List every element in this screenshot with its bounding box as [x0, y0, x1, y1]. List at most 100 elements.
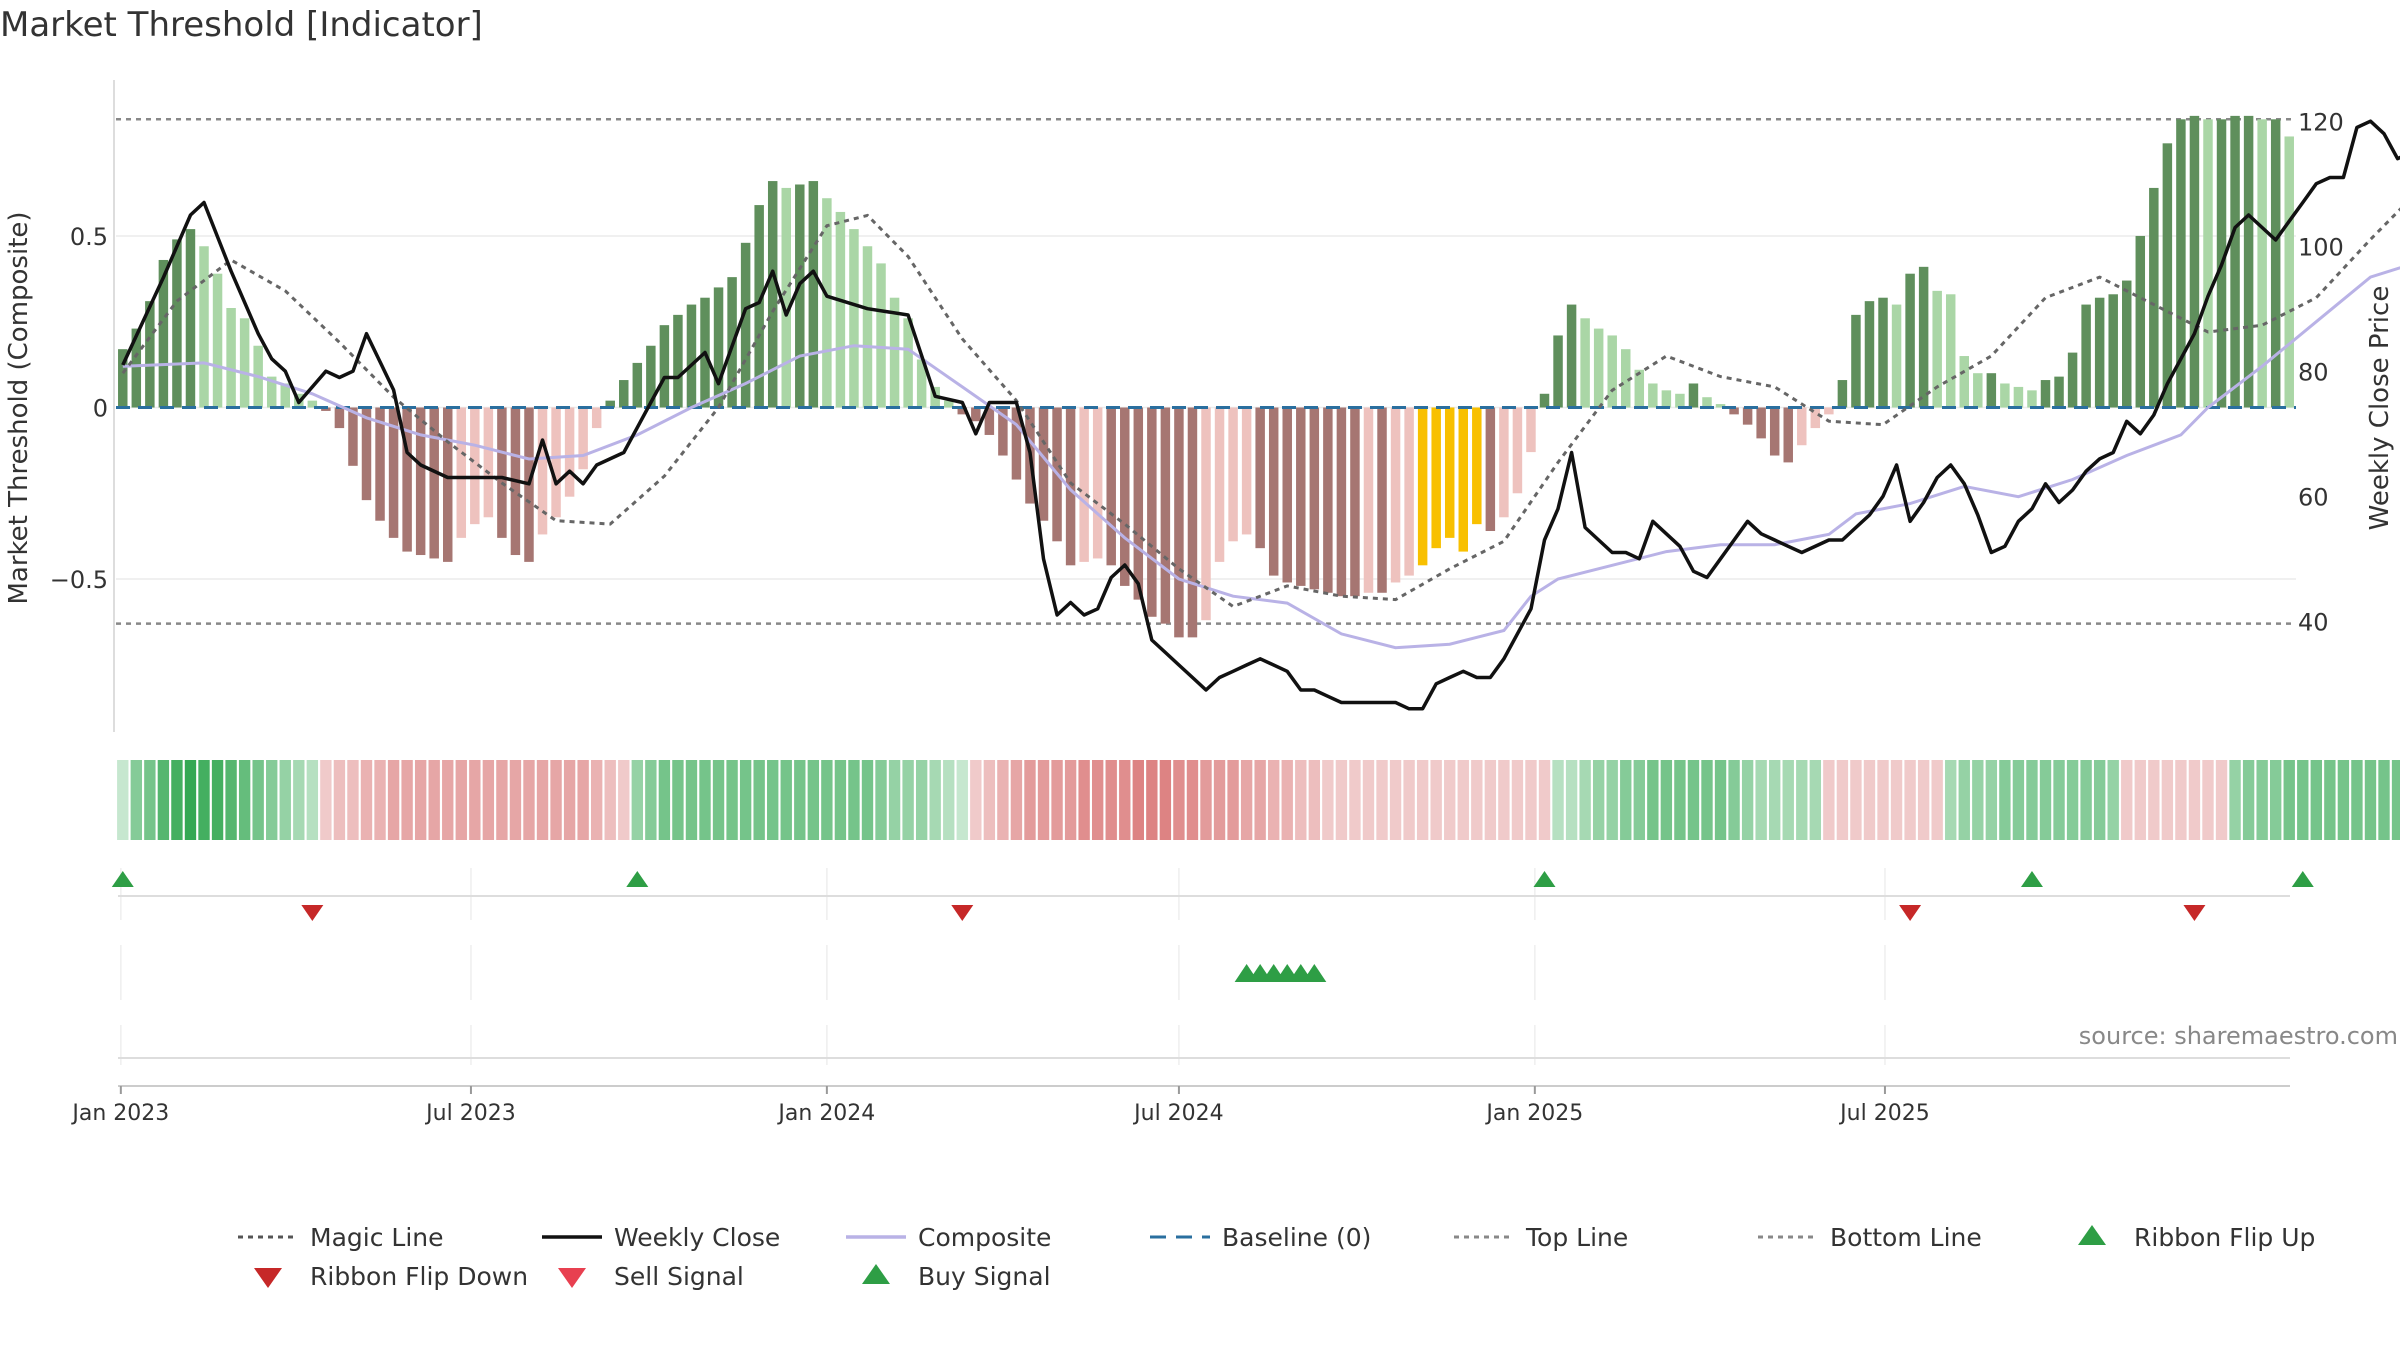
ribbon-cell [2107, 760, 2119, 840]
histogram-bar [849, 229, 859, 408]
histogram-bar [1932, 290, 1942, 408]
histogram-bar [1485, 407, 1496, 532]
legend-swatch [2078, 1225, 2106, 1245]
histogram-bar [118, 349, 128, 408]
ribbon-cell [1349, 760, 1361, 840]
histogram-bar [984, 407, 995, 435]
x-tick-label: Jul 2024 [1132, 1101, 1224, 1126]
ribbon-cell [1741, 760, 1754, 840]
histogram-bar [1918, 266, 1929, 408]
ribbon-cell [1078, 760, 1090, 840]
ribbon-cell [198, 760, 210, 840]
ribbon-cell [1823, 760, 1835, 840]
histogram-bar [1268, 407, 1279, 576]
histogram-bar [212, 273, 223, 408]
buy-signal-marker [1302, 964, 1327, 982]
histogram-bar [1092, 407, 1103, 559]
ribbon-cell [712, 760, 725, 840]
ribbon-cell [469, 760, 481, 840]
ribbon-cell [1633, 760, 1645, 840]
ribbon-cell [144, 760, 156, 840]
ribbon-flip-up-marker [626, 871, 649, 887]
histogram-bar [172, 239, 182, 408]
ribbon-cell [929, 760, 941, 840]
ribbon-cell [550, 760, 562, 840]
histogram-bar [632, 362, 643, 408]
histogram-bar [2067, 352, 2078, 408]
histogram-bar [1458, 407, 1469, 552]
ribbon-cell [1687, 760, 1700, 840]
ribbon-cell [2161, 760, 2174, 840]
ribbon-flip-down-marker [2183, 905, 2206, 921]
ribbon-cell [1051, 760, 1063, 840]
histogram-bar [1837, 380, 1848, 408]
x-axis: Jan 2023 Jul 2023 Jan 2024 Jul 2024 Jan 2025… [70, 1085, 2290, 1126]
histogram-bar [2257, 119, 2267, 408]
ribbon-cell [2026, 760, 2038, 840]
ribbon-cell [225, 760, 237, 840]
ribbon-cell [1037, 760, 1050, 840]
histogram-bar [470, 407, 480, 525]
ribbon-cell [2066, 760, 2079, 840]
x-tick-label: Jan 2025 [1484, 1101, 1583, 1126]
histogram-bar [2081, 304, 2091, 408]
ribbon-cell [252, 760, 264, 840]
ribbon-cell [157, 760, 170, 840]
ribbon-cell [767, 760, 779, 840]
ribbon-cell [536, 760, 549, 840]
x-tick-label: Jan 2024 [776, 1101, 875, 1126]
signal-rows [111, 868, 2314, 1065]
ribbon-cell [1105, 760, 1117, 840]
ribbon-cell [2080, 760, 2092, 840]
ribbon-cell [1538, 760, 1551, 840]
histogram-bar [1228, 407, 1238, 542]
legend-label: Composite [918, 1223, 1051, 1252]
histogram-bar [1648, 383, 1658, 408]
histogram-bar [876, 263, 886, 408]
ribbon-cell [266, 760, 278, 840]
histogram-bar [158, 259, 169, 408]
ribbon-cell [807, 760, 820, 840]
ribbon-cell [563, 760, 576, 840]
ribbon-cell [442, 760, 454, 840]
histogram-bar [2054, 376, 2064, 408]
x-tick-label: Jan 2023 [70, 1101, 169, 1126]
ribbon-cell [211, 760, 224, 840]
legend-label: Top Line [1525, 1223, 1628, 1252]
legend-label: Baseline (0) [1222, 1223, 1371, 1252]
ribbon-cell [1389, 760, 1402, 840]
ribbon-cell [1484, 760, 1497, 840]
ribbon-cell [1498, 760, 1510, 840]
ribbon-cell [2188, 760, 2201, 840]
histogram-bar [1309, 407, 1320, 590]
histogram-bar [971, 407, 981, 422]
ribbon-cell [1890, 760, 1903, 840]
y-left-tick-label: −0.5 [50, 566, 108, 594]
histogram-bar [943, 400, 954, 408]
histogram-bar [537, 407, 548, 535]
ribbon-cell [347, 760, 359, 840]
ribbon-cell [130, 760, 142, 840]
ribbon-cell [320, 760, 332, 840]
histogram-bar [1769, 407, 1780, 456]
histogram-bar [1174, 407, 1184, 638]
ribbon-cell [1416, 760, 1429, 840]
ribbon-cell [1335, 760, 1348, 840]
histogram-bar [2189, 115, 2200, 408]
y-right-tick-label: 80 [2298, 358, 2329, 386]
histogram-bar [456, 407, 467, 538]
ribbon-cell [1552, 760, 1564, 840]
histogram-bar [348, 407, 358, 466]
ribbon-strip [117, 760, 2400, 840]
ribbon-cell [1132, 760, 1144, 840]
ribbon-cell [1714, 760, 1727, 840]
ribbon-cell [1606, 760, 1618, 840]
ribbon-cell [2337, 760, 2350, 840]
y-right-tick-label: 120 [2298, 108, 2344, 136]
histogram-bar [1864, 301, 1875, 408]
histogram-bar [713, 287, 724, 408]
histogram-bar [2162, 143, 2173, 408]
legend-label: Ribbon Flip Up [2134, 1223, 2315, 1252]
histogram-bar [1891, 304, 1902, 408]
ribbon-cell [171, 760, 183, 840]
